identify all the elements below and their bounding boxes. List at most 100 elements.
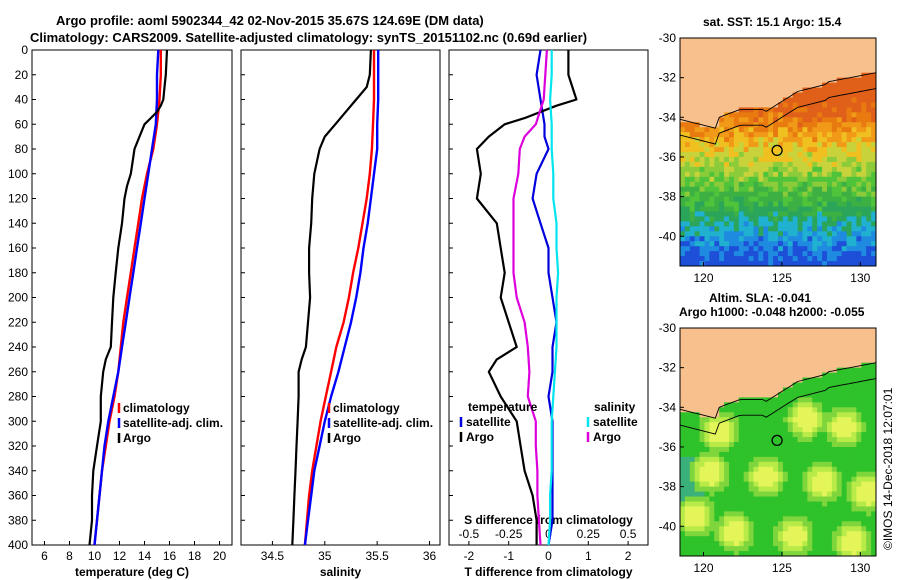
ocean-cell <box>778 531 784 537</box>
land-cell <box>680 67 686 74</box>
ocean-cell <box>753 156 759 163</box>
land-cell <box>802 38 808 44</box>
ocean-cell <box>714 186 720 193</box>
land-cell <box>763 372 769 379</box>
ocean-cell <box>831 397 838 403</box>
land-cell <box>773 87 779 94</box>
ocean-cell <box>763 112 769 118</box>
ocean-cell <box>851 122 857 128</box>
ocean-cell <box>856 127 862 133</box>
ocean-cell <box>689 481 696 488</box>
ocean-cell <box>871 511 876 517</box>
land-cell <box>768 62 774 69</box>
ocean-cell <box>807 516 813 522</box>
ocean-cell <box>714 176 720 183</box>
ocean-cell <box>861 107 867 113</box>
land-cell <box>836 57 843 64</box>
ocean-cell <box>768 446 774 453</box>
ocean-cell <box>758 516 764 522</box>
ocean-cell <box>738 201 745 208</box>
ocean-cell <box>846 181 853 188</box>
ocean-cell <box>689 412 696 418</box>
ocean-cell <box>856 451 862 458</box>
ocean-cell <box>822 481 828 488</box>
ocean-cell <box>836 456 843 463</box>
ocean-cell <box>758 251 764 257</box>
ocean-cell <box>846 77 853 84</box>
ocean-cell <box>831 442 838 448</box>
land-cell <box>763 342 769 349</box>
ocean-cell <box>689 546 696 552</box>
ocean-cell <box>748 491 755 498</box>
ocean-cell <box>812 422 818 428</box>
ocean-cell <box>851 531 857 537</box>
land-cell <box>733 387 740 394</box>
land-cell <box>689 342 696 349</box>
ocean-cell <box>836 476 843 483</box>
ocean-cell <box>782 496 789 503</box>
land-cell <box>699 97 706 104</box>
ocean-cell <box>704 211 710 218</box>
land-cell <box>871 67 876 74</box>
ocean-cell <box>822 506 828 512</box>
ocean-cell <box>753 456 759 463</box>
ocean-cell <box>753 152 759 158</box>
land-cell <box>699 328 706 334</box>
land-cell <box>827 347 833 354</box>
ocean-cell <box>792 166 799 173</box>
x-tick-label: 16 <box>163 549 177 563</box>
ocean-cell <box>866 437 872 443</box>
ocean-cell <box>807 446 813 453</box>
land-cell <box>831 332 838 339</box>
ocean-cell <box>787 511 794 517</box>
land-cell <box>748 342 755 349</box>
ocean-cell <box>817 402 823 408</box>
land-cell <box>792 328 799 334</box>
ocean-cell <box>694 127 701 133</box>
ocean-cell <box>787 526 794 532</box>
ocean-cell <box>861 127 867 133</box>
ocean-cell <box>846 226 853 232</box>
land-cell <box>773 57 779 64</box>
ocean-cell <box>866 362 872 369</box>
land-cell <box>753 362 759 369</box>
ocean-cell <box>797 427 804 433</box>
ocean-cell <box>822 382 828 389</box>
map-x-tick-label: 130 <box>850 561 870 575</box>
ocean-cell <box>827 486 833 493</box>
ocean-cell <box>866 117 872 123</box>
land-cell <box>684 117 691 123</box>
land-cell <box>719 352 725 359</box>
ocean-cell <box>846 446 853 453</box>
ocean-cell <box>846 246 853 252</box>
ocean-cell <box>714 442 720 448</box>
ocean-cell <box>792 122 799 128</box>
land-cell <box>709 377 715 384</box>
ocean-cell <box>773 481 779 488</box>
ocean-cell <box>782 427 789 433</box>
ocean-cell <box>866 206 872 213</box>
ocean-cell <box>699 486 706 493</box>
land-cell <box>861 347 867 354</box>
ocean-cell <box>797 156 804 163</box>
ocean-cell <box>709 466 715 473</box>
ocean-cell <box>758 241 764 247</box>
ocean-cell <box>729 471 735 478</box>
map-y-tick-label: -38 <box>659 190 677 204</box>
ocean-cell <box>802 446 808 453</box>
ocean-cell <box>807 531 813 537</box>
y-tick-label: 100 <box>8 167 28 181</box>
ocean-cell <box>812 496 818 503</box>
ocean-cell <box>689 511 696 517</box>
ocean-cell <box>836 216 843 222</box>
ocean-cell <box>729 117 735 123</box>
land-cell <box>704 72 710 79</box>
ocean-cell <box>871 422 876 428</box>
land-cell <box>704 342 710 349</box>
land-cell <box>733 42 740 49</box>
land-cell <box>709 372 715 379</box>
land-cell <box>763 332 769 339</box>
land-cell <box>871 357 876 364</box>
land-cell <box>709 347 715 354</box>
land-cell <box>773 77 779 84</box>
